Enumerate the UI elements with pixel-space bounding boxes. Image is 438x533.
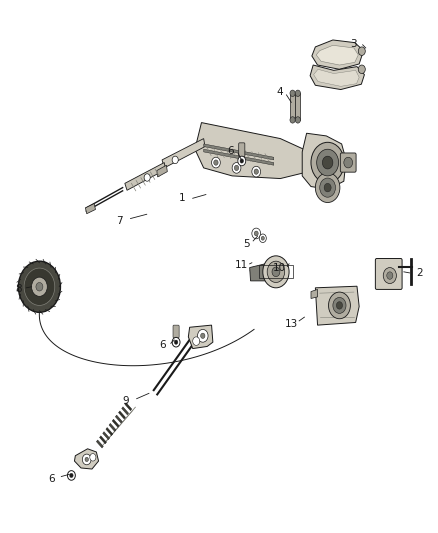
Circle shape xyxy=(32,277,47,296)
Circle shape xyxy=(315,173,340,203)
Circle shape xyxy=(387,272,393,279)
Text: 13: 13 xyxy=(285,319,298,329)
Text: 2: 2 xyxy=(416,268,423,278)
Polygon shape xyxy=(106,427,113,435)
Polygon shape xyxy=(204,144,274,160)
Bar xyxy=(295,93,300,120)
Circle shape xyxy=(172,337,180,347)
Circle shape xyxy=(261,236,265,240)
Circle shape xyxy=(144,174,150,181)
Circle shape xyxy=(358,65,365,74)
Circle shape xyxy=(322,156,333,169)
Circle shape xyxy=(240,159,244,163)
Text: 3: 3 xyxy=(350,39,357,49)
Circle shape xyxy=(234,165,239,171)
Circle shape xyxy=(295,90,300,96)
FancyBboxPatch shape xyxy=(239,143,245,157)
Circle shape xyxy=(238,156,246,166)
Circle shape xyxy=(172,156,178,164)
Polygon shape xyxy=(316,45,358,65)
Polygon shape xyxy=(74,449,99,469)
Polygon shape xyxy=(96,440,103,448)
Text: 4: 4 xyxy=(276,87,283,96)
Circle shape xyxy=(254,231,258,236)
Polygon shape xyxy=(109,423,116,431)
Text: 5: 5 xyxy=(243,239,250,249)
Polygon shape xyxy=(103,432,110,440)
Circle shape xyxy=(18,261,60,312)
Polygon shape xyxy=(204,149,274,165)
Circle shape xyxy=(295,117,300,123)
Circle shape xyxy=(333,297,346,313)
FancyBboxPatch shape xyxy=(375,259,402,289)
Text: 11: 11 xyxy=(235,260,248,270)
Polygon shape xyxy=(315,286,359,325)
Circle shape xyxy=(383,268,396,284)
FancyBboxPatch shape xyxy=(173,325,179,338)
Circle shape xyxy=(290,117,295,123)
Text: 10: 10 xyxy=(273,263,286,272)
Circle shape xyxy=(324,183,331,192)
Circle shape xyxy=(254,169,258,174)
Circle shape xyxy=(252,166,261,177)
Text: 6: 6 xyxy=(48,474,55,483)
Circle shape xyxy=(85,457,88,462)
Polygon shape xyxy=(85,204,95,214)
Polygon shape xyxy=(311,289,318,298)
Text: 9: 9 xyxy=(123,397,130,406)
Circle shape xyxy=(198,329,208,342)
Circle shape xyxy=(201,333,205,338)
Text: 7: 7 xyxy=(116,216,123,226)
Polygon shape xyxy=(115,415,122,423)
Polygon shape xyxy=(122,407,129,415)
Polygon shape xyxy=(250,263,268,281)
Polygon shape xyxy=(302,133,346,189)
Polygon shape xyxy=(310,65,364,90)
Circle shape xyxy=(320,178,336,197)
Circle shape xyxy=(259,234,266,243)
Polygon shape xyxy=(157,165,167,177)
Circle shape xyxy=(82,454,91,465)
FancyBboxPatch shape xyxy=(340,153,356,172)
Circle shape xyxy=(212,157,220,168)
Polygon shape xyxy=(99,436,106,444)
Circle shape xyxy=(263,256,289,288)
Circle shape xyxy=(70,473,73,478)
Polygon shape xyxy=(119,411,125,419)
Polygon shape xyxy=(112,419,119,427)
Polygon shape xyxy=(314,69,359,86)
Circle shape xyxy=(336,302,343,309)
Circle shape xyxy=(267,261,285,282)
Circle shape xyxy=(214,160,218,165)
Circle shape xyxy=(272,267,280,277)
Circle shape xyxy=(36,282,43,291)
Polygon shape xyxy=(188,325,213,349)
Text: 1: 1 xyxy=(178,193,185,203)
Circle shape xyxy=(290,90,295,96)
Circle shape xyxy=(311,142,344,183)
Polygon shape xyxy=(162,139,205,168)
Circle shape xyxy=(24,268,55,305)
Circle shape xyxy=(358,47,365,55)
Polygon shape xyxy=(125,163,166,190)
Circle shape xyxy=(328,292,350,319)
Circle shape xyxy=(344,157,353,168)
Polygon shape xyxy=(195,123,315,179)
Polygon shape xyxy=(125,402,132,411)
Circle shape xyxy=(232,163,241,173)
Circle shape xyxy=(252,228,261,239)
Text: 8: 8 xyxy=(15,284,22,294)
Circle shape xyxy=(193,337,200,345)
Circle shape xyxy=(90,454,96,461)
Text: 6: 6 xyxy=(227,147,234,156)
Polygon shape xyxy=(312,40,364,69)
Circle shape xyxy=(174,340,178,344)
Circle shape xyxy=(67,471,75,480)
Text: 6: 6 xyxy=(159,341,166,350)
Circle shape xyxy=(317,149,339,176)
Bar xyxy=(290,93,295,120)
